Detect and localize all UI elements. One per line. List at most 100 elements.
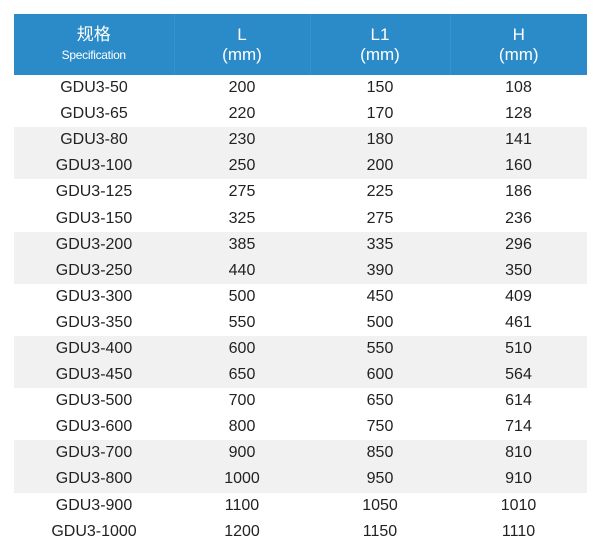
cell-l1: 390: [310, 257, 450, 284]
cell-h: 160: [450, 153, 587, 180]
cell-spec: GDU3-100: [14, 153, 174, 180]
cell-l1: 550: [310, 335, 450, 363]
cell-l: 440: [174, 257, 310, 284]
cell-spec: GDU3-65: [60, 105, 128, 123]
cell-spec: GDU3-600: [55, 418, 133, 436]
table-row: GDU3-1000 1200 1150 1110: [14, 519, 587, 545]
cell-h: 1010: [500, 496, 537, 514]
cell-spec: GDU3-1000: [51, 522, 137, 540]
cell-h: 186: [505, 183, 532, 201]
cell-spec: GDU3-800: [14, 466, 174, 493]
cell-spec: GDU3-500: [55, 392, 133, 410]
cell-l1: 335: [310, 231, 450, 258]
table-row: GDU3-500 700 650 614: [14, 388, 587, 414]
cell-spec: GDU3-350: [55, 313, 133, 331]
cell-h: 128: [505, 105, 532, 123]
cell-l: 1100: [224, 496, 260, 514]
cell-spec: GDU3-125: [55, 183, 133, 201]
cell-l: 220: [228, 105, 256, 123]
header-title: H: [512, 24, 525, 44]
header-unit: (mm): [360, 44, 400, 64]
cell-l: 275: [228, 183, 256, 201]
table-row: GDU3-200 385 335 296: [14, 231, 587, 258]
cell-l1: 200: [310, 153, 450, 180]
table-row: GDU3-300 500 450 409: [14, 284, 587, 310]
header-l1: L1 (mm): [309, 14, 450, 75]
cell-l: 650: [174, 362, 310, 389]
cell-h: 714: [505, 418, 532, 436]
cell-h: 409: [505, 287, 532, 305]
header-subtitle: Specification: [61, 47, 126, 62]
cell-spec: GDU3-400: [14, 335, 174, 363]
cell-l1: 950: [310, 466, 450, 493]
cell-l1: 180: [310, 127, 450, 154]
header-row: 规格 Specification L (mm) L1 (mm) H (mm): [14, 14, 587, 75]
cell-l1: 170: [366, 105, 394, 123]
table-row: GDU3-450 650 600 564: [14, 362, 587, 389]
cell-spec: GDU3-80: [14, 127, 174, 154]
header-l: L (mm): [173, 14, 310, 75]
table-row: GDU3-125 275 225 186: [14, 179, 587, 205]
cell-h: 350: [450, 257, 587, 284]
table-row: GDU3-100 250 200 160: [14, 153, 587, 180]
cell-h: 564: [450, 362, 587, 389]
cell-spec: GDU3-450: [14, 362, 174, 389]
cell-l1: 1150: [362, 522, 398, 540]
cell-l: 800: [228, 418, 256, 436]
cell-h: 910: [450, 466, 587, 493]
table-row: GDU3-250 440 390 350: [14, 257, 587, 284]
cell-h: 810: [450, 440, 587, 467]
cell-l: 230: [174, 127, 310, 154]
cell-l1: 275: [366, 209, 394, 227]
cell-l: 900: [174, 440, 310, 467]
cell-spec: GDU3-50: [60, 79, 128, 97]
cell-l1: 500: [366, 313, 394, 331]
cell-l1: 600: [310, 362, 450, 389]
cell-spec: GDU3-150: [55, 209, 133, 227]
cell-l: 1000: [174, 466, 310, 493]
cell-h: 296: [450, 231, 587, 258]
header-unit: (mm): [498, 44, 539, 64]
table-row: GDU3-50 200 150 108: [14, 75, 587, 101]
header-unit: (mm): [222, 44, 262, 64]
table-row: GDU3-400 600 550 510: [14, 335, 587, 363]
table-row: GDU3-80 230 180 141: [14, 127, 587, 154]
cell-h: 461: [505, 313, 532, 331]
spec-table: 规格 Specification L (mm) L1 (mm) H (mm) GDU3-…: [14, 14, 587, 545]
cell-spec: GDU3-250: [14, 257, 174, 284]
header-title: L1: [370, 24, 390, 44]
cell-l: 200: [228, 79, 256, 97]
cell-h: 510: [450, 335, 587, 363]
cell-l: 700: [228, 392, 256, 410]
table-row: GDU3-800 1000 950 910: [14, 466, 587, 493]
cell-spec: GDU3-700: [14, 440, 174, 467]
cell-h: 236: [505, 209, 532, 227]
cell-l1: 750: [366, 418, 394, 436]
cell-l: 1200: [224, 522, 260, 540]
cell-l: 500: [228, 287, 256, 305]
cell-l1: 650: [366, 392, 394, 410]
cell-h: 108: [505, 79, 532, 97]
table-row: GDU3-350 550 500 461: [14, 310, 587, 336]
header-title: L: [237, 24, 247, 44]
cell-l1: 450: [366, 287, 394, 305]
cell-spec: GDU3-300: [55, 287, 133, 305]
cell-l: 550: [228, 313, 256, 331]
header-spec: 规格 Specification: [14, 14, 174, 75]
cell-l1: 1050: [362, 496, 398, 514]
cell-l1: 850: [310, 440, 450, 467]
cell-l: 600: [174, 335, 310, 363]
cell-spec: GDU3-200: [14, 231, 174, 258]
cell-l1: 150: [366, 79, 394, 97]
table-row: GDU3-700 900 850 810: [14, 440, 587, 467]
cell-h: 141: [450, 127, 587, 154]
table-row: GDU3-65 220 170 128: [14, 101, 587, 127]
cell-h: 614: [505, 392, 532, 410]
cell-l: 250: [174, 153, 310, 180]
header-title: 规格: [76, 24, 111, 44]
table-row: GDU3-150 325 275 236: [14, 205, 587, 231]
cell-h: 1110: [501, 522, 536, 540]
table-row: GDU3-600 800 750 714: [14, 414, 587, 440]
table-row: GDU3-900 1100 1050 1010: [14, 493, 587, 519]
cell-l: 325: [228, 209, 256, 227]
